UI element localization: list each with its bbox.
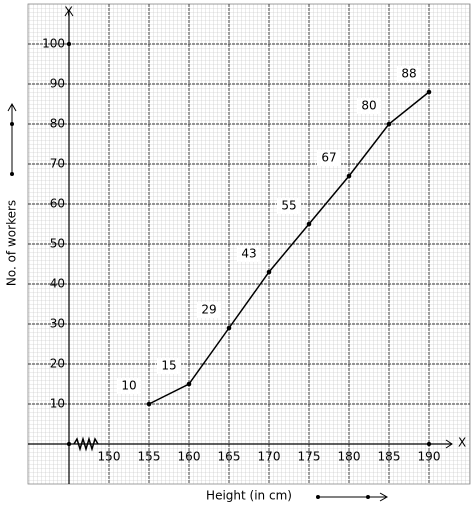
y-tick-label: 50 xyxy=(50,237,65,251)
x-tick-label: 180 xyxy=(338,450,361,464)
x-tick-label: 160 xyxy=(178,450,201,464)
data-label: 29 xyxy=(201,303,216,317)
data-point xyxy=(146,401,152,407)
axis-dot xyxy=(426,441,432,447)
label-bg xyxy=(277,198,301,214)
label-bg xyxy=(197,302,221,318)
y-tick-label: 20 xyxy=(50,357,65,371)
label-bg xyxy=(317,150,341,166)
y-tick-label: 40 xyxy=(50,277,65,291)
y-tick-label: 60 xyxy=(50,197,65,211)
axis-dot xyxy=(66,41,72,47)
data-label: 10 xyxy=(121,379,136,393)
y-tick-label: 70 xyxy=(50,157,65,171)
y-tick-label: 80 xyxy=(50,117,65,131)
data-point xyxy=(186,381,192,387)
data-label: 67 xyxy=(321,151,336,165)
x-tick-label: 190 xyxy=(418,450,441,464)
x-tick-label: 165 xyxy=(218,450,241,464)
y-tick-label: 100 xyxy=(42,37,65,51)
grid xyxy=(28,4,470,484)
decor-arrow xyxy=(7,102,389,502)
y-axis-name: Y xyxy=(64,5,73,19)
label-bg xyxy=(357,98,381,114)
data-label: 43 xyxy=(241,247,256,261)
x-tick-label: 155 xyxy=(138,450,161,464)
x-tick-label: 170 xyxy=(258,450,281,464)
data-label: 88 xyxy=(401,67,416,81)
data-label: 55 xyxy=(281,199,296,213)
data-point xyxy=(306,221,312,227)
axis-break xyxy=(73,436,99,452)
origin-dot xyxy=(66,441,72,447)
label-bg xyxy=(397,66,421,82)
data-point xyxy=(426,89,432,95)
x-tick-label: 185 xyxy=(378,450,401,464)
y-tick-label: 10 xyxy=(50,397,65,411)
data-point xyxy=(226,325,232,331)
y-tick-label: 90 xyxy=(50,77,65,91)
data-point xyxy=(346,173,352,179)
y-axis-label: No. of workers xyxy=(5,200,19,286)
data-point xyxy=(386,121,392,127)
label-bg xyxy=(237,246,261,262)
x-tick-label: 175 xyxy=(298,450,321,464)
x-arrow xyxy=(445,439,453,449)
label-bg xyxy=(157,358,181,374)
x-axis-label: Height (in cm) xyxy=(206,489,292,503)
y-arrow xyxy=(64,9,74,17)
data-label: 15 xyxy=(161,359,176,373)
x-axis-name: X xyxy=(458,436,466,450)
data-label: 80 xyxy=(361,99,376,113)
y-tick-label: 30 xyxy=(50,317,65,331)
data-line xyxy=(148,91,430,405)
label-bg xyxy=(117,378,141,394)
axes: X Y Height (in cm) No. of workers xyxy=(5,5,467,503)
data-point xyxy=(266,269,272,275)
x-tick-label: 150 xyxy=(98,450,121,464)
